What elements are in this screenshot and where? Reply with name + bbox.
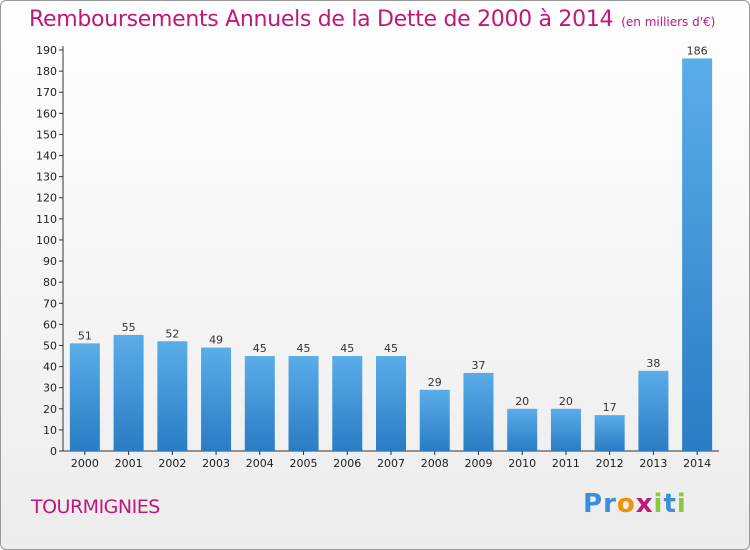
x-tick-label: 2003 <box>202 457 230 470</box>
y-tick-label: 130 <box>36 171 57 184</box>
x-tick-label: 2007 <box>377 457 405 470</box>
x-tick-label: 2009 <box>464 457 492 470</box>
bar-2000 <box>69 343 100 451</box>
logo-letter: i <box>653 489 664 519</box>
bar-2001 <box>113 334 144 451</box>
bar-2002 <box>157 341 188 451</box>
bar-2013 <box>638 370 669 451</box>
data-label: 37 <box>471 359 485 372</box>
y-tick-label: 170 <box>36 86 57 99</box>
commune-name: TOURMIGNIES <box>31 496 160 518</box>
x-tick-label: 2011 <box>552 457 580 470</box>
x-tick-label: 2004 <box>246 457 274 470</box>
bar-2005 <box>288 356 319 451</box>
bar-2003 <box>201 347 232 451</box>
chart-title: Remboursements Annuels de la Dette de 20… <box>29 7 614 32</box>
y-tick-label: 60 <box>43 318 57 331</box>
logo-letter: P <box>583 489 604 519</box>
y-tick-label: 40 <box>43 361 57 374</box>
logo-letter: i <box>676 489 687 519</box>
x-tick-label: 2013 <box>639 457 667 470</box>
data-label: 55 <box>122 321 136 334</box>
data-label: 17 <box>603 401 617 414</box>
y-tick-label: 30 <box>43 382 57 395</box>
data-label: 45 <box>253 342 267 355</box>
bar-2006 <box>332 356 363 451</box>
y-tick-label: 0 <box>50 445 57 458</box>
x-tick-label: 2002 <box>158 457 186 470</box>
data-label: 49 <box>209 334 223 347</box>
y-tick-label: 50 <box>43 339 57 352</box>
proxiti-logo: Proxiti <box>583 489 687 519</box>
bar-2008 <box>419 389 450 451</box>
bar-2007 <box>376 356 406 451</box>
y-tick-label: 140 <box>36 150 57 163</box>
data-label: 38 <box>646 357 660 370</box>
x-tick-label: 2006 <box>333 457 361 470</box>
bar-2004 <box>244 356 275 451</box>
y-tick-label: 100 <box>36 234 57 247</box>
chart-subtitle: (en milliers d'€) <box>621 15 716 29</box>
y-tick-label: 180 <box>36 65 57 78</box>
title-row: Remboursements Annuels de la Dette de 20… <box>29 7 715 32</box>
bar-2012 <box>594 415 625 451</box>
x-tick-label: 2012 <box>596 457 624 470</box>
data-label: 186 <box>687 44 708 57</box>
y-tick-label: 20 <box>43 403 57 416</box>
y-tick-label: 10 <box>43 424 57 437</box>
y-tick-label: 150 <box>36 128 57 141</box>
y-tick-label: 90 <box>43 255 57 268</box>
data-label: 51 <box>78 329 92 342</box>
x-tick-label: 2008 <box>421 457 449 470</box>
data-label: 20 <box>559 395 573 408</box>
x-tick-label: 2005 <box>290 457 318 470</box>
y-tick-label: 110 <box>36 213 57 226</box>
bar-2010 <box>507 408 538 451</box>
logo-letter: x <box>635 489 654 519</box>
data-label: 45 <box>340 342 354 355</box>
bar-2014 <box>682 58 713 451</box>
data-label: 29 <box>428 376 442 389</box>
data-label: 20 <box>515 395 529 408</box>
y-tick-label: 190 <box>36 44 57 57</box>
data-label: 52 <box>165 327 179 340</box>
data-label: 45 <box>297 342 311 355</box>
y-tick-label: 160 <box>36 107 57 120</box>
x-tick-label: 2014 <box>683 457 711 470</box>
bar-2009 <box>463 372 494 451</box>
x-tick-label: 2000 <box>71 457 99 470</box>
data-label: 45 <box>384 342 398 355</box>
logo-letter: t <box>663 489 677 519</box>
y-tick-label: 70 <box>43 297 57 310</box>
logo-letter: o <box>616 489 636 519</box>
x-tick-label: 2001 <box>115 457 143 470</box>
x-tick-label: 2010 <box>508 457 536 470</box>
y-tick-label: 120 <box>36 192 57 205</box>
bar-2011 <box>550 408 581 451</box>
logo-letter: r <box>603 489 617 519</box>
y-tick-label: 80 <box>43 276 57 289</box>
